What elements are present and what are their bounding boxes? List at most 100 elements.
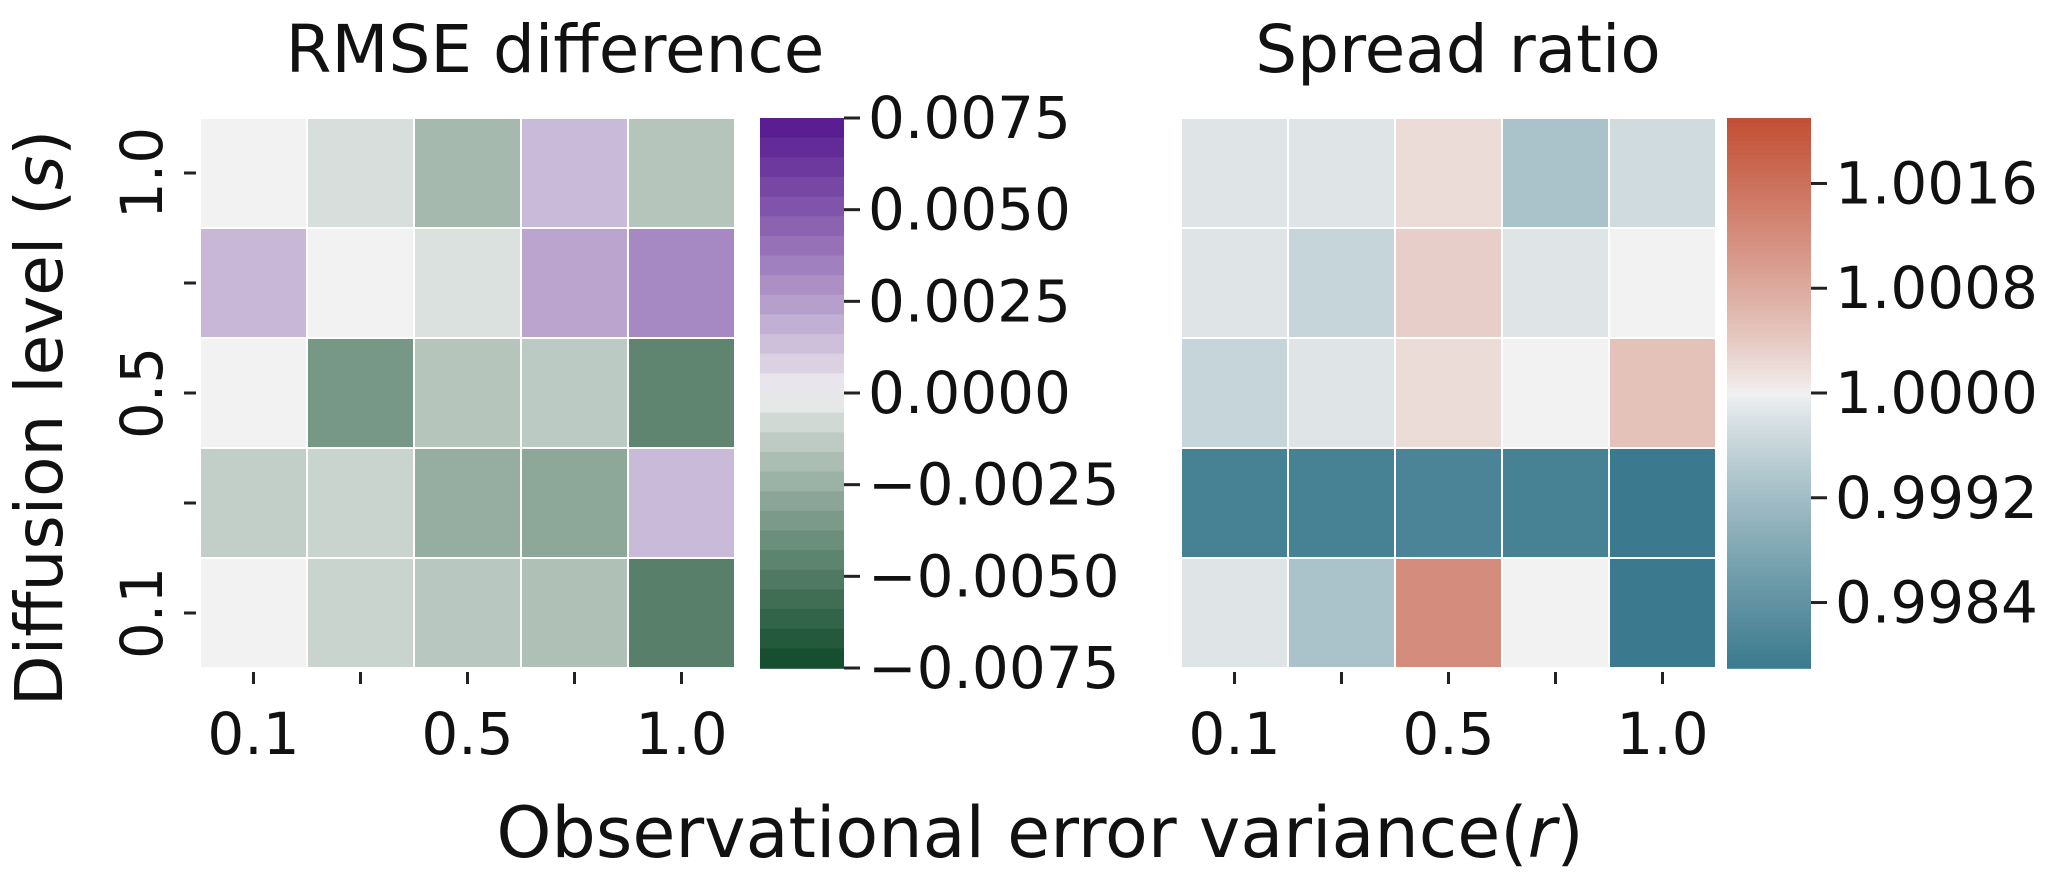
colorbar-tick-label: 0.0025 bbox=[868, 267, 1071, 335]
heatmap-cell-r1-c0 bbox=[199, 227, 308, 339]
colorbar-band bbox=[1727, 269, 1811, 275]
heatmap-cell-r4-c0 bbox=[199, 557, 308, 669]
colorbar-band bbox=[1727, 246, 1811, 252]
x-tick-label: 0.1 bbox=[1188, 700, 1280, 768]
colorbar-tick-label: 1.0008 bbox=[1835, 254, 2038, 322]
colorbar-band bbox=[1727, 603, 1811, 610]
heatmap-cell-r3-c4 bbox=[627, 447, 736, 559]
colorbar-band bbox=[1727, 489, 1811, 495]
colorbar-tick-label: 1.0000 bbox=[1835, 359, 2038, 427]
colorbar-band bbox=[760, 334, 844, 355]
heatmap-cell-r1-c3 bbox=[1501, 227, 1610, 339]
colorbar-band bbox=[1727, 127, 1811, 133]
colorbar-band bbox=[1727, 585, 1811, 591]
colorbar-band bbox=[1727, 379, 1811, 385]
heatmap-cell-r2-c0 bbox=[1180, 337, 1289, 449]
heatmap-cell-r1-c4 bbox=[627, 227, 736, 339]
colorbar-band bbox=[760, 628, 844, 650]
rmse-heatmap bbox=[199, 117, 736, 669]
colorbar-band bbox=[1727, 310, 1811, 316]
colorbar-band bbox=[1727, 360, 1811, 367]
colorbar-band bbox=[760, 275, 844, 296]
heatmap-cell-r0-c1 bbox=[306, 117, 415, 229]
colorbar-band bbox=[760, 530, 844, 551]
colorbar-band bbox=[1727, 580, 1811, 587]
colorbar-band bbox=[1727, 544, 1811, 550]
heatmap-cell-r4-c2 bbox=[413, 557, 522, 669]
colorbar-band bbox=[760, 569, 844, 591]
colorbar-band bbox=[1727, 516, 1811, 523]
heatmap-cell-r2-c4 bbox=[627, 337, 736, 449]
heatmap-cell-r1-c1 bbox=[1287, 227, 1396, 339]
colorbar-band bbox=[1727, 470, 1811, 477]
rmse-y-axis: 1.0 0.5 0.1 bbox=[108, 127, 196, 659]
colorbar-band bbox=[1727, 535, 1811, 541]
colorbar-band bbox=[1727, 617, 1811, 623]
heatmap-cell-r0-c3 bbox=[1501, 117, 1610, 229]
heatmap-cell-r0-c0 bbox=[1180, 117, 1289, 229]
colorbar-band bbox=[1727, 218, 1811, 225]
heatmap-cell-r4-c2 bbox=[1394, 557, 1503, 669]
colorbar-band bbox=[1727, 356, 1811, 362]
colorbar-band bbox=[1727, 539, 1811, 546]
colorbar-band bbox=[1727, 228, 1811, 234]
heatmap-cell-r4-c3 bbox=[520, 557, 629, 669]
colorbar-band bbox=[1727, 200, 1811, 206]
colorbar-band bbox=[1727, 521, 1811, 527]
colorbar-band bbox=[760, 157, 844, 178]
colorbar-band bbox=[1727, 484, 1811, 491]
colorbar-band bbox=[1727, 434, 1811, 440]
colorbar-band bbox=[1727, 461, 1811, 468]
colorbar-band bbox=[760, 432, 844, 453]
colorbar-band bbox=[1727, 411, 1811, 417]
panel-rmse-difference: RMSE difference 0.1 0.5 1.0 1.0 0.5 0.1 0.00… bbox=[108, 11, 1120, 768]
colorbar-band bbox=[760, 235, 844, 257]
colorbar-band bbox=[1727, 292, 1811, 298]
colorbar-band bbox=[1727, 480, 1811, 486]
panel-spread-ratio: Spread ratio 0.1 0.5 1.0 1.0016 1.0008 1.000… bbox=[1180, 11, 2038, 768]
colorbar-band bbox=[1727, 195, 1811, 202]
colorbar-band bbox=[1727, 626, 1811, 633]
heatmap-cell-r1-c2 bbox=[1394, 227, 1503, 339]
colorbar-band bbox=[1727, 558, 1811, 564]
colorbar-band bbox=[1727, 631, 1811, 637]
heatmap-cell-r4-c4 bbox=[627, 557, 736, 669]
colorbar-band bbox=[1727, 136, 1811, 142]
colorbar-band bbox=[1727, 512, 1811, 518]
heatmap-cell-r4-c4 bbox=[1608, 557, 1717, 669]
colorbar-band bbox=[1727, 448, 1811, 454]
colorbar-band bbox=[1727, 324, 1811, 330]
colorbar-tick-label: 0.9984 bbox=[1835, 569, 2038, 637]
heatmap-cell-r0-c4 bbox=[1608, 117, 1717, 229]
colorbar-band bbox=[1727, 278, 1811, 284]
x-axis-label-symbol: r bbox=[1528, 792, 1561, 874]
x-tick-label: 0.5 bbox=[421, 700, 513, 768]
heatmap-cell-r0-c0 bbox=[199, 117, 308, 229]
colorbar-band bbox=[1727, 260, 1811, 266]
colorbar-band bbox=[1727, 145, 1811, 151]
colorbar-tick-label: 0.0000 bbox=[868, 359, 1071, 427]
colorbar-band bbox=[760, 255, 844, 276]
colorbar-band bbox=[1727, 658, 1811, 665]
heatmap-cell-r3-c1 bbox=[1287, 447, 1396, 559]
colorbar-band bbox=[1727, 452, 1811, 458]
y-axis-label-symbol: s bbox=[1, 156, 78, 190]
colorbar-band bbox=[1727, 150, 1811, 156]
colorbar-band bbox=[1727, 393, 1811, 399]
colorbar-band bbox=[1727, 374, 1811, 381]
x-axis-label: Observational error variance(r) bbox=[496, 792, 1583, 874]
colorbar-band bbox=[1727, 250, 1811, 257]
heatmap-cell-r1-c4 bbox=[1608, 227, 1717, 339]
colorbar-band bbox=[1727, 163, 1811, 170]
colorbar-tick-label: −0.0025 bbox=[868, 451, 1120, 519]
colorbar-band bbox=[1727, 663, 1811, 669]
colorbar-band bbox=[1727, 168, 1811, 174]
colorbar-band bbox=[1727, 406, 1811, 413]
colorbar-band bbox=[760, 589, 844, 610]
colorbar-band bbox=[1727, 351, 1811, 358]
heatmap-cell-r3-c1 bbox=[306, 447, 415, 559]
rmse-title: RMSE difference bbox=[286, 11, 825, 88]
colorbar-band bbox=[760, 314, 844, 335]
colorbar-band bbox=[1727, 159, 1811, 165]
